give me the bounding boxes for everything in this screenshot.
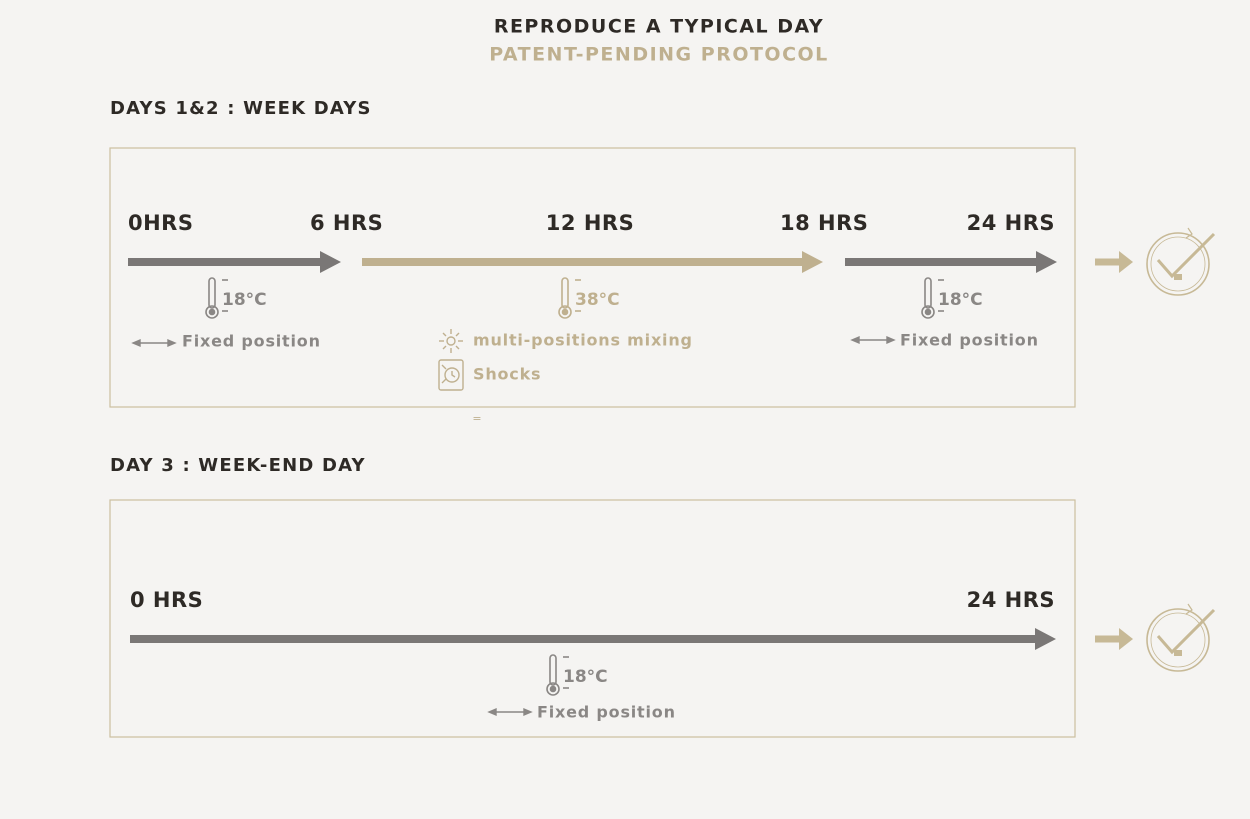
note: Fixed position (900, 331, 1039, 350)
temperature: 38°C (575, 290, 620, 310)
temperature: 18°C (563, 667, 608, 687)
section-box (109, 499, 1076, 738)
temperature: 18°C (222, 290, 267, 310)
hour-label: 24 HRS (967, 588, 1055, 612)
hour-label: 0HRS (128, 211, 193, 235)
position-icon (488, 708, 532, 716)
hour-label: 12 HRS (546, 211, 634, 235)
timeline-arrow (128, 251, 1057, 273)
subtitle: PATENT-PENDING PROTOCOL (489, 44, 829, 66)
note: Fixed position (182, 332, 321, 351)
hour-label: 0 HRS (130, 588, 203, 612)
timeline-arrow (130, 628, 1056, 650)
section-title: DAY 3 : WEEK-END DAY (110, 455, 366, 476)
hour-label: 18 HRS (780, 211, 868, 235)
hour-label: 24 HRS (967, 211, 1055, 235)
divider: = (472, 412, 481, 425)
note: multi-positions mixing (473, 331, 693, 350)
mixing-icon (439, 329, 463, 353)
shock-icon (438, 359, 464, 391)
hour-label: 6 HRS (310, 211, 383, 235)
temperature: 18°C (938, 290, 983, 310)
note: Fixed position (537, 703, 676, 722)
section-box (109, 147, 1076, 408)
position-icon (851, 336, 895, 344)
certified-watch-icon (1145, 226, 1216, 297)
certified-watch-icon (1145, 602, 1216, 673)
position-icon (132, 339, 176, 347)
title: REPRODUCE A TYPICAL DAY (494, 16, 824, 38)
result-arrow (1095, 251, 1133, 273)
result-arrow (1095, 628, 1133, 650)
note: Shocks (473, 365, 541, 384)
section-title: DAYS 1&2 : WEEK DAYS (110, 98, 372, 119)
